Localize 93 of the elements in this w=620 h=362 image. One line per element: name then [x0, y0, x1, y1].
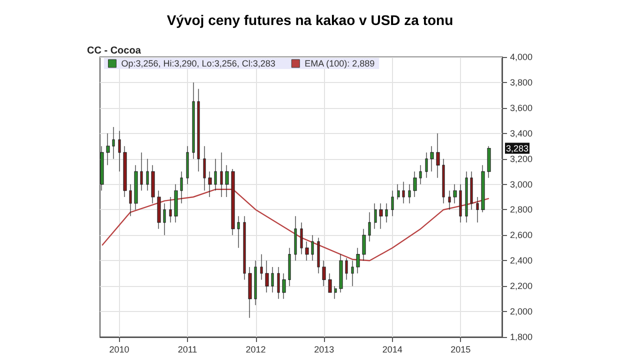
candlestick	[368, 212, 371, 242]
y-tick-label: 3,200	[510, 154, 533, 164]
candlestick	[356, 248, 360, 274]
candlestick	[243, 216, 246, 280]
y-tick-label: 3,400	[510, 128, 533, 138]
annotation: 3,283	[506, 143, 529, 154]
candlestick	[448, 190, 451, 210]
candlestick	[271, 266, 274, 293]
candlestick	[459, 184, 462, 223]
chart-subtitle: CC - Cocoa	[87, 46, 142, 56]
candlestick	[288, 248, 291, 286]
candlestick	[208, 171, 212, 198]
candlestick	[453, 184, 457, 204]
candlestick	[425, 152, 428, 178]
candlestick	[322, 260, 326, 286]
candlestick	[339, 254, 343, 293]
candlestick	[220, 152, 223, 198]
candlestick	[277, 266, 280, 300]
y-tick-label: 3,800	[510, 77, 533, 88]
candlestick	[203, 146, 206, 191]
candlestick	[362, 228, 366, 261]
candlestick	[248, 266, 252, 318]
candlestick	[169, 196, 172, 223]
candlestick	[254, 260, 257, 306]
candlestick	[112, 126, 115, 160]
candlestick	[186, 146, 189, 185]
candlestick	[311, 234, 314, 261]
y-tick-label: 2,400	[510, 256, 533, 266]
candlestick	[157, 190, 161, 230]
candlestick	[265, 260, 269, 293]
x-tick-label: 2015	[450, 344, 471, 354]
y-tick-label: 2,600	[510, 230, 533, 240]
x-tick-label: 2014	[382, 344, 402, 354]
candlestick	[300, 222, 303, 255]
candlestick	[385, 203, 388, 223]
y-tick-label: 1,800	[510, 332, 533, 342]
candlestick	[374, 203, 377, 230]
candlestick	[328, 273, 332, 293]
candlestick	[134, 164, 138, 210]
candlestick	[305, 241, 309, 261]
candlestick	[163, 203, 166, 236]
y-tick-label: 3,600	[510, 102, 533, 113]
candlestick	[100, 146, 104, 191]
x-tick-label: 2010	[109, 344, 130, 354]
candlestick	[317, 237, 320, 274]
candlestick	[151, 164, 155, 204]
candlestick	[237, 216, 240, 248]
candlestick	[487, 146, 491, 178]
x-tick-label: 2011	[178, 344, 198, 354]
candlestick	[465, 171, 468, 223]
candlestick	[402, 181, 405, 204]
candlestick	[146, 158, 149, 191]
candlestick	[214, 158, 217, 191]
candlestick	[180, 171, 183, 204]
x-tick-label: 2013	[314, 344, 334, 354]
y-tick-label: 2,200	[510, 281, 533, 292]
candlestick	[225, 164, 229, 198]
candlestick	[140, 152, 143, 191]
candlestick	[123, 146, 127, 198]
candlestick	[118, 130, 121, 172]
candlestick	[430, 146, 434, 172]
legend-label: Op:3,256, Hi:3,290, Lo:3,256, Cl:3,283	[121, 58, 276, 68]
chart-title: Vývoj ceny futures na kakao v USD za tonu	[166, 12, 454, 28]
candlestick	[260, 254, 263, 280]
x-tick-label: 2012	[246, 344, 266, 354]
y-tick-label: 4,000	[510, 52, 533, 62]
candlestick	[436, 133, 440, 178]
y-tick-label: 2,800	[510, 204, 533, 215]
line-series	[101, 188, 490, 262]
candlestick	[408, 184, 411, 204]
candlestick	[282, 273, 286, 300]
candlestick	[413, 171, 417, 198]
y-tick-label: 2,000	[510, 306, 533, 317]
candlestick	[192, 82, 195, 160]
candlestick	[351, 260, 354, 286]
candlestick	[379, 203, 383, 230]
y-tick-label: 3,000	[510, 179, 533, 190]
candlestick	[476, 196, 479, 223]
candlestick	[345, 258, 348, 280]
legend-label: EMA (100): 2,889	[304, 58, 375, 68]
candlestick	[397, 184, 400, 200]
candlestick	[334, 286, 337, 300]
candlestick	[470, 171, 473, 210]
candlestick	[231, 168, 235, 236]
candlestick	[391, 190, 394, 216]
candlestick	[106, 133, 110, 166]
candlestick	[174, 184, 178, 223]
candlestick	[129, 184, 132, 216]
candlestick	[294, 216, 297, 261]
candlestick	[197, 88, 200, 172]
candlestick	[442, 158, 445, 204]
candlestick	[481, 164, 485, 213]
candlestick	[419, 164, 422, 185]
